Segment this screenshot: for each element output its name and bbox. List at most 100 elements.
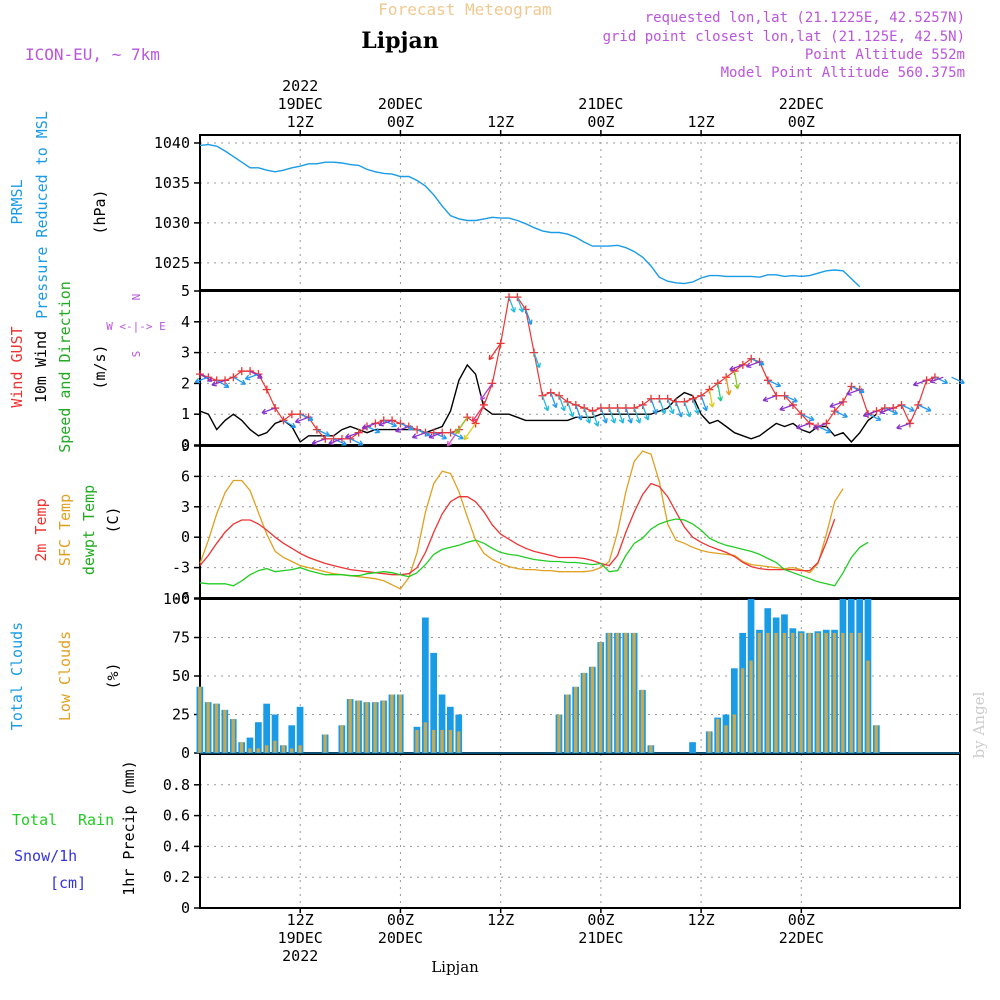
- precipitation-panel-frame: [199, 753, 961, 909]
- wind-direction-arrow: [862, 410, 877, 418]
- low-cloud-bar: [415, 729, 419, 753]
- low-cloud-bar: [198, 686, 202, 753]
- low-cloud-bar: [256, 748, 260, 753]
- wind-gust-marker: [638, 400, 647, 409]
- temp-unit: (C): [104, 506, 122, 533]
- total-cloud-bar: [731, 668, 738, 753]
- wind-direction-arrow: [283, 419, 297, 429]
- top-time-label: 12Z: [688, 113, 715, 131]
- credit-watermark: by Angel: [970, 691, 988, 758]
- wind-direction-arrow: [328, 438, 343, 446]
- wind-gust-marker: [287, 410, 296, 419]
- clouds-label-2: Low Clouds: [56, 631, 74, 721]
- low-cloud-bar: [866, 660, 870, 753]
- wind-direction-arrow: [633, 407, 642, 424]
- temperature-ytick-label: -3: [172, 559, 190, 577]
- wind-gust-marker: [571, 400, 580, 409]
- temp-sfc-line: [199, 450, 844, 590]
- top-time-label: 2022: [282, 77, 318, 95]
- wind-unit: (m/s): [91, 344, 109, 389]
- low-cloud-bar: [841, 632, 845, 753]
- wind-direction-arrow: [829, 401, 844, 409]
- wind-direction-arrow: [658, 398, 667, 415]
- wind-direction-arrow: [428, 432, 443, 439]
- low-cloud-bar: [265, 745, 269, 753]
- low-cloud-bar: [398, 694, 402, 753]
- low-cloud-bar: [832, 632, 837, 753]
- wind-direction-arrow: [725, 377, 732, 396]
- low-cloud-bar: [640, 689, 645, 753]
- pressure-panel-frame: [199, 134, 961, 291]
- wind-direction-arrow: [361, 422, 376, 430]
- low-cloud-bar: [849, 632, 853, 753]
- wind-direction-arrow: [433, 432, 448, 440]
- precipitation-ytick-label: 0.2: [163, 868, 190, 886]
- temperature-ytick-label: 3: [181, 498, 190, 516]
- wind-gust-marker: [479, 400, 488, 409]
- low-cloud-bar: [281, 745, 285, 753]
- top-time-label: 00Z: [788, 113, 815, 131]
- wind-gust-marker: [747, 354, 756, 363]
- wind-direction-arrow: [867, 413, 882, 422]
- total-cloud-bar: [438, 694, 446, 753]
- low-cloud-bar: [791, 632, 795, 753]
- total-cloud-bar: [422, 617, 429, 753]
- low-cloud-bar: [381, 700, 386, 753]
- temperature-ytick-label: -6: [172, 589, 190, 607]
- low-cloud-bar: [649, 745, 653, 753]
- wind-direction-arrow: [575, 404, 583, 421]
- bottom-time-label: 21DEC: [578, 929, 623, 947]
- clouds-ytick-label: 25: [172, 706, 190, 724]
- bottom-time-label: 19DEC: [278, 929, 323, 947]
- wind-direction-arrow: [194, 376, 209, 384]
- wind-gust-marker: [488, 379, 497, 388]
- low-cloud-bar: [607, 632, 611, 753]
- location-title: Lipjan: [361, 28, 438, 54]
- low-cloud-bar: [448, 729, 452, 753]
- wind-direction-arrow: [366, 425, 381, 434]
- low-cloud-bar: [348, 699, 352, 753]
- wind-direction-arrow: [525, 309, 533, 325]
- wind-direction-arrow: [879, 407, 894, 415]
- top-time-label: 19DEC: [278, 95, 323, 113]
- requested-coords: requested lon,lat (21.1225E, 42.5257N): [645, 10, 965, 26]
- wind-direction-arrow: [311, 438, 326, 446]
- wind-gust-marker: [262, 385, 271, 394]
- wind-direction-arrow: [929, 376, 944, 384]
- clouds-ytick-label: 0: [181, 744, 190, 762]
- bottom-time-label: 00Z: [387, 911, 414, 929]
- wind-direction-arrow: [350, 438, 364, 446]
- total-cloud-bar: [263, 703, 270, 753]
- temp-label-3: dewpt Temp: [80, 485, 98, 575]
- low-cloud-bar: [749, 660, 753, 753]
- wind-direction-arrow: [533, 352, 541, 369]
- bottom-time-label: 22DEC: [779, 929, 824, 947]
- wind-ytick-label: 2: [181, 374, 190, 392]
- wind-direction-arrow: [345, 432, 359, 439]
- compass-n: N: [130, 294, 143, 301]
- footer-location: Lipjan: [431, 958, 479, 976]
- wind-direction-arrow: [299, 413, 314, 422]
- low-cloud-bar: [807, 632, 812, 753]
- top-time-label: 22DEC: [779, 95, 824, 113]
- wind-direction-arrow: [566, 401, 575, 418]
- total-cloud-bar: [288, 725, 296, 753]
- wind-direction-arrow: [934, 376, 949, 385]
- bottom-time-label: 2022: [282, 947, 318, 965]
- wind-label-3: Speed and Direction: [56, 281, 74, 453]
- low-cloud-bar: [574, 686, 578, 753]
- wind-direction-arrow: [383, 419, 397, 428]
- wind-direction-arrow: [729, 364, 744, 372]
- low-cloud-bar: [741, 668, 745, 753]
- clouds-ytick-label: 50: [172, 667, 190, 685]
- wind-direction-arrow: [650, 398, 658, 415]
- top-time-label: 12Z: [487, 113, 514, 131]
- wind-direction-arrow: [901, 404, 915, 412]
- low-cloud-bar: [248, 748, 252, 753]
- temperature-panel-frame: [199, 445, 961, 599]
- wind-gust-marker: [663, 394, 672, 403]
- low-cloud-bar: [707, 731, 711, 753]
- low-cloud-bar: [214, 703, 219, 753]
- top-time-label: 21DEC: [578, 95, 623, 113]
- low-cloud-bar: [565, 694, 569, 753]
